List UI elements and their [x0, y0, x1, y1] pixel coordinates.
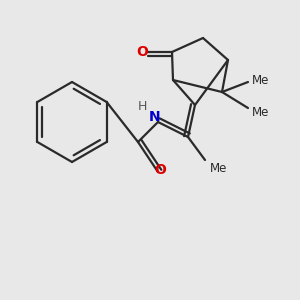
Text: Me: Me — [252, 106, 269, 119]
Text: O: O — [136, 45, 148, 59]
Text: N: N — [149, 110, 161, 124]
Text: O: O — [154, 163, 166, 177]
Text: Me: Me — [252, 74, 269, 86]
Text: Me: Me — [210, 161, 227, 175]
Text: H: H — [137, 100, 147, 113]
